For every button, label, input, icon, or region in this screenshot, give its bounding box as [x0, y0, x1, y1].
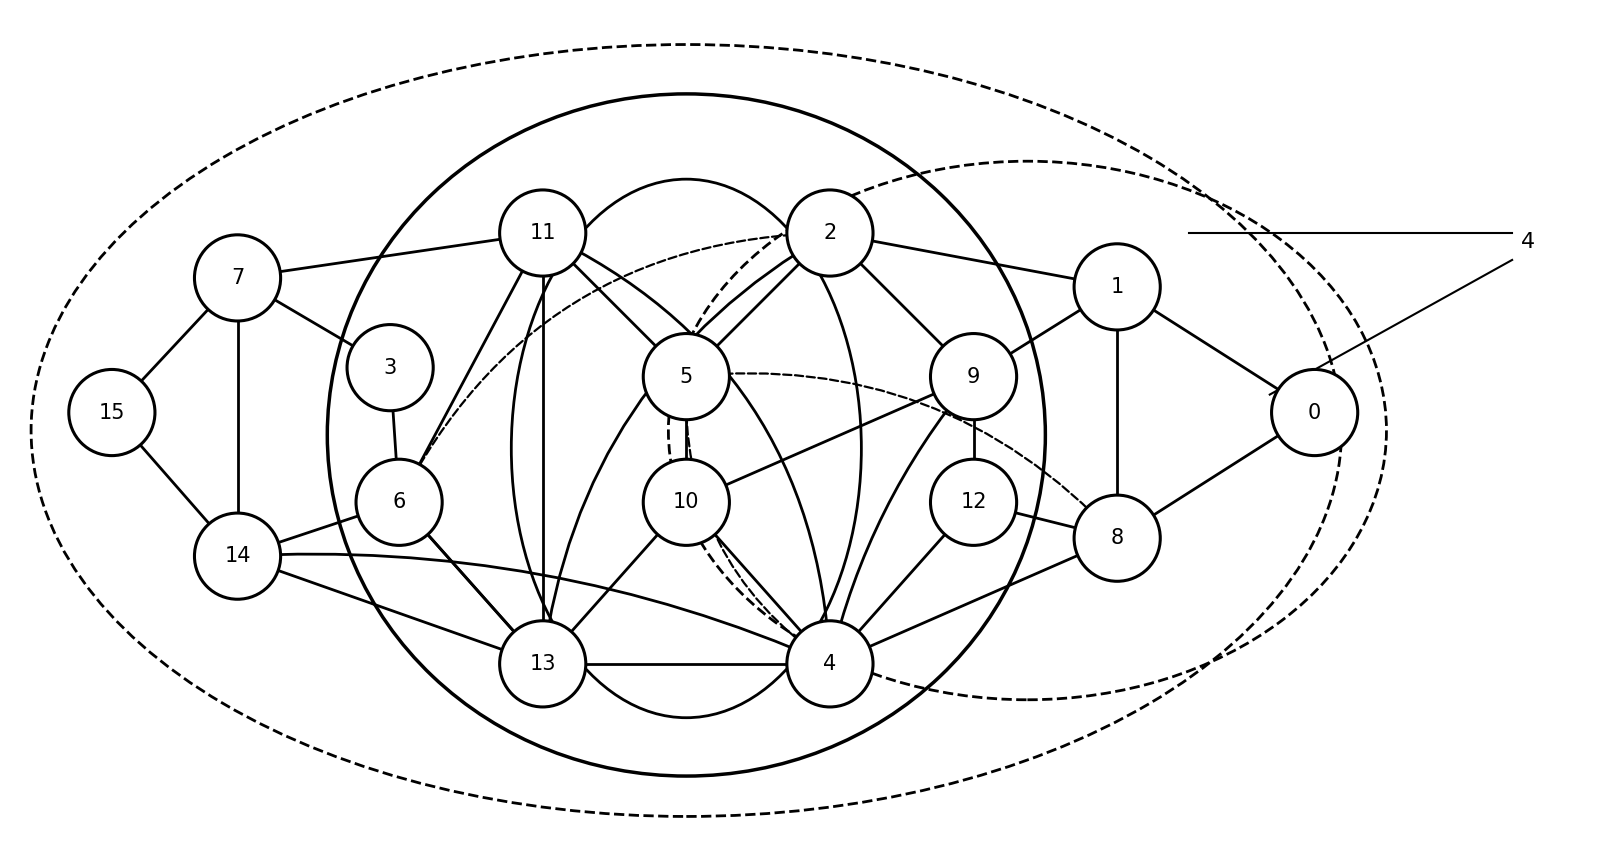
Circle shape — [355, 459, 441, 545]
Circle shape — [1073, 495, 1159, 581]
Text: 7: 7 — [230, 268, 243, 288]
Circle shape — [68, 370, 154, 456]
Text: 2: 2 — [823, 223, 836, 243]
Circle shape — [1073, 244, 1159, 330]
Circle shape — [930, 333, 1016, 420]
Circle shape — [930, 459, 1016, 545]
Circle shape — [195, 513, 281, 599]
Text: 11: 11 — [529, 223, 555, 243]
Circle shape — [643, 333, 729, 420]
Circle shape — [500, 621, 586, 707]
Circle shape — [643, 459, 729, 545]
FancyArrowPatch shape — [688, 373, 1115, 536]
Text: 12: 12 — [959, 492, 987, 512]
FancyArrowPatch shape — [542, 234, 828, 661]
Text: 4: 4 — [1521, 232, 1534, 252]
FancyArrowPatch shape — [401, 233, 826, 500]
Text: 4: 4 — [823, 653, 836, 674]
Text: 1: 1 — [1110, 277, 1123, 296]
Circle shape — [1271, 370, 1357, 456]
Circle shape — [787, 621, 873, 707]
Circle shape — [787, 190, 873, 276]
FancyArrowPatch shape — [545, 234, 829, 661]
Text: 8: 8 — [1110, 528, 1123, 548]
FancyArrowPatch shape — [685, 379, 828, 662]
Circle shape — [195, 235, 281, 321]
Text: 15: 15 — [99, 402, 125, 423]
FancyArrowPatch shape — [240, 554, 826, 663]
Text: 6: 6 — [393, 492, 406, 512]
FancyArrowPatch shape — [829, 379, 971, 661]
Text: 5: 5 — [680, 366, 693, 387]
Text: 14: 14 — [224, 546, 250, 566]
Text: 13: 13 — [529, 653, 555, 674]
Circle shape — [500, 190, 586, 276]
Text: 0: 0 — [1307, 402, 1321, 423]
Circle shape — [347, 325, 433, 411]
Text: 10: 10 — [672, 492, 700, 512]
Text: 9: 9 — [966, 366, 980, 387]
Text: 3: 3 — [383, 358, 396, 377]
